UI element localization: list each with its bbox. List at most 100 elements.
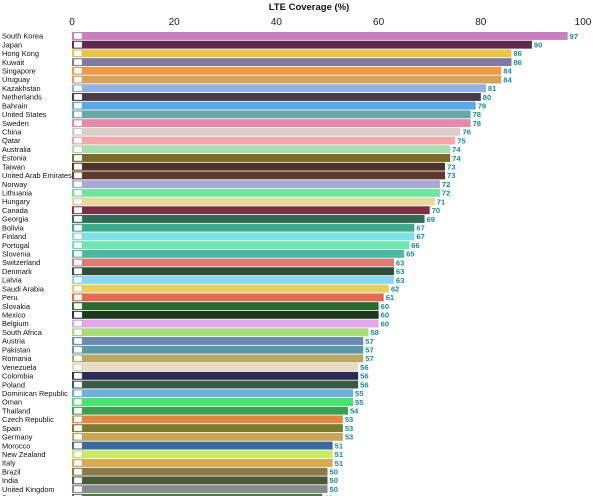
- category-label: Italy: [2, 459, 16, 468]
- category-label: Norway: [2, 180, 27, 189]
- category-label: Canada: [2, 206, 29, 215]
- category-label: Uruguay: [2, 75, 30, 84]
- country-flag-icon: [73, 163, 83, 170]
- bar: [72, 371, 359, 380]
- bar: [72, 127, 461, 136]
- category-label: Venezuela: [2, 363, 37, 372]
- bar: [72, 450, 333, 459]
- value-label: 78: [473, 110, 481, 119]
- country-flag-icon: [73, 285, 83, 292]
- category-label: China: [2, 128, 22, 137]
- x-axis-ticks: 0 20 40 60 80 100: [69, 17, 592, 28]
- country-flag-icon: [73, 50, 83, 57]
- bar: [72, 380, 359, 389]
- bar: [72, 58, 512, 67]
- value-label: 67: [416, 232, 424, 241]
- country-flag-icon: [73, 486, 83, 493]
- category-label: Estonia: [2, 154, 28, 163]
- bar: [72, 284, 389, 293]
- value-label: 86: [513, 49, 521, 58]
- country-flag-icon: [73, 329, 83, 336]
- bar: [72, 493, 323, 496]
- category-label: Dominican Republic: [2, 389, 68, 398]
- category-label: Bolivia: [2, 223, 25, 232]
- bar: [72, 293, 384, 302]
- bar: [72, 223, 415, 232]
- value-label: 50: [330, 485, 338, 494]
- country-flag-icon: [73, 407, 83, 414]
- category-label: Morocco: [2, 441, 30, 450]
- category-label: Lithuania: [2, 189, 33, 198]
- category-label: Poland: [2, 380, 25, 389]
- country-flag-icon: [73, 294, 83, 301]
- bar: [72, 241, 410, 250]
- bar: [72, 467, 328, 476]
- category-label: Slovenia: [2, 250, 31, 259]
- category-label: Taiwan: [2, 162, 25, 171]
- value-label: 70: [432, 206, 440, 215]
- country-flag-icon: [73, 320, 83, 327]
- country-flag-icon: [73, 76, 83, 83]
- value-label: 73: [447, 171, 455, 180]
- bar-rows: South Korea 97 Japan 90 Hong Kong 86 Kuwait 86 S…: [2, 32, 578, 496]
- category-label: Latvia: [2, 276, 23, 285]
- country-flag-icon: [73, 146, 83, 153]
- country-flag-icon: [73, 93, 83, 101]
- bar: [72, 345, 364, 354]
- country-flag-icon: [73, 372, 83, 379]
- category-label: Switzerland: [2, 258, 40, 267]
- value-label: 69: [427, 215, 435, 224]
- value-label: 84: [503, 75, 512, 84]
- country-flag-icon: [73, 442, 83, 449]
- country-flag-icon: [73, 32, 83, 40]
- value-label: 56: [360, 380, 368, 389]
- category-label: United Arab Emirates: [2, 171, 72, 180]
- category-label: Austria: [2, 337, 26, 346]
- country-flag-icon: [73, 398, 83, 406]
- value-label: 74: [452, 145, 461, 154]
- value-label: 79: [478, 101, 486, 110]
- country-flag-icon: [73, 468, 83, 475]
- value-label: 53: [345, 433, 353, 442]
- bar: [72, 441, 333, 450]
- value-label: 51: [335, 441, 344, 450]
- country-flag-icon: [73, 172, 83, 179]
- bar: [72, 75, 502, 84]
- bar: [72, 180, 440, 189]
- country-flag-icon: [73, 67, 83, 74]
- category-label: Belgium: [2, 319, 29, 328]
- bar: [72, 49, 512, 58]
- category-label: Kazakhstan: [2, 84, 41, 93]
- country-flag-icon: [73, 364, 83, 371]
- bar: [72, 267, 394, 276]
- category-label: Japan: [2, 40, 22, 49]
- bar: [72, 215, 425, 223]
- bar: [72, 337, 364, 345]
- category-label: South Africa: [2, 328, 43, 337]
- country-flag-icon: [73, 154, 83, 162]
- value-label: 74: [452, 154, 461, 163]
- country-flag-icon: [73, 459, 83, 467]
- category-label: Australia: [2, 145, 32, 154]
- bar: [72, 162, 446, 171]
- value-label: 75: [457, 136, 466, 145]
- category-label: Finland: [2, 232, 26, 241]
- value-label: 49: [324, 494, 332, 496]
- value-label: 55: [355, 389, 364, 398]
- value-label: 56: [360, 363, 368, 372]
- country-flag-icon: [73, 259, 83, 266]
- category-label: Singapore: [2, 67, 36, 76]
- value-label: 53: [345, 424, 353, 433]
- value-label: 76: [462, 128, 470, 137]
- bar: [72, 476, 328, 485]
- value-label: 63: [396, 276, 404, 285]
- country-flag-icon: [73, 416, 83, 423]
- bar: [72, 406, 348, 415]
- value-label: 54: [350, 406, 359, 415]
- country-flag-icon: [73, 355, 83, 362]
- bar: [72, 363, 359, 372]
- value-label: 61: [386, 293, 395, 302]
- country-flag-icon: [73, 451, 83, 458]
- category-label: Brazil: [2, 467, 21, 476]
- value-label: 90: [534, 40, 542, 49]
